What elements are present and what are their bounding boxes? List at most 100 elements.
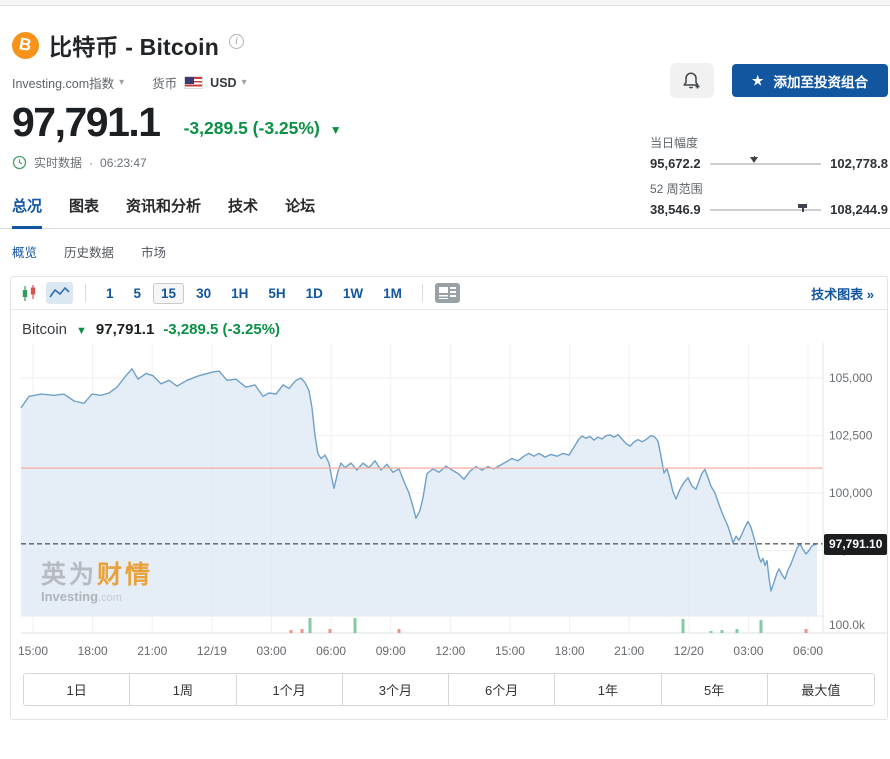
sub-tabs: 概览 历史数据 市场	[0, 229, 890, 261]
realtime-label: 实时数据	[34, 156, 83, 170]
svg-text:12:00: 12:00	[435, 644, 465, 658]
week52-range-track	[709, 203, 822, 212]
range-button-max[interactable]: 最大值	[767, 674, 874, 705]
tab-overview[interactable]: 总况	[12, 195, 43, 229]
svg-text:100.0k: 100.0k	[829, 618, 866, 632]
toolbar-divider	[85, 284, 86, 302]
svg-text:15:00: 15:00	[18, 644, 48, 658]
day-range-marker	[750, 155, 759, 167]
last-price: 97,791.1	[12, 99, 161, 145]
svg-text:21:00: 21:00	[614, 644, 644, 658]
day-range-label: 当日幅度	[650, 136, 699, 150]
timeframe-30[interactable]: 30	[196, 285, 212, 301]
bitcoin-icon	[12, 31, 39, 59]
ranges-panel: 当日幅度 95,672.2 102,778.8 52 周范围 38,546.9 …	[650, 134, 888, 226]
range-button-1y[interactable]: 1年	[555, 674, 662, 705]
svg-text:06:00: 06:00	[793, 644, 823, 658]
chart-canvas: 105,000102,500100,00097,500100.0k15:0018…	[18, 343, 887, 658]
candlestick-chart-button[interactable]	[20, 284, 39, 303]
price-series	[20, 368, 818, 616]
instrument-header: 比特币 - Bitcoin 添加至投资组合 Investing.com指数 货币…	[0, 30, 890, 217]
subtab-historical-data[interactable]: 历史数据	[64, 246, 115, 260]
technical-chart-link[interactable]: 技术图表 »	[811, 286, 874, 302]
currency-dropdown[interactable]: USD	[210, 76, 246, 90]
volume-bars	[289, 618, 808, 633]
range-button-3m[interactable]: 3个月	[342, 674, 449, 705]
tab-chart[interactable]: 图表	[69, 198, 100, 215]
currency-value: USD	[210, 75, 237, 90]
add-to-portfolio-label: 添加至投资组合	[773, 74, 869, 90]
index-source-dropdown[interactable]: Investing.com指数	[12, 73, 124, 92]
legend-instrument-name: Bitcoin	[22, 321, 68, 338]
day-range-track	[709, 155, 822, 165]
timeframe-1h[interactable]: 1H	[231, 285, 249, 301]
time-range-selector: 1日 1周 1个月 3个月 6个月 1年 5年 最大值	[23, 673, 875, 706]
price-change: -3,289.5 (-3.25%)	[184, 118, 342, 143]
add-to-portfolio-button[interactable]: 添加至投资组合	[731, 64, 888, 97]
svg-text:21:00: 21:00	[137, 644, 167, 658]
day-range-low: 95,672.2	[650, 156, 701, 171]
week52-range-low: 38,546.9	[650, 202, 701, 217]
arrow-down-icon	[76, 321, 87, 338]
news-panel-button[interactable]	[434, 283, 460, 303]
svg-text:105,000: 105,000	[829, 371, 873, 385]
tab-news-analysis[interactable]: 资讯和分析	[126, 198, 202, 215]
svg-text:102,500: 102,500	[829, 429, 873, 443]
svg-text:18:00: 18:00	[78, 644, 108, 658]
svg-text:06:00: 06:00	[316, 644, 346, 658]
x-axis-labels: 15:00 18:00 21:00 12/19 03:00 06:00 09:00 12:00…	[18, 644, 823, 658]
candlestick-icon	[22, 284, 36, 301]
timeframe-1w[interactable]: 1W	[342, 285, 364, 301]
legend-change: -3,289.5 (-3.25%)	[163, 321, 281, 338]
legend-price: 97,791.1	[95, 321, 155, 338]
last-price-tag: 97,791.10	[824, 533, 888, 555]
day-range-high: 102,778.8	[830, 156, 888, 171]
timeframe-1d[interactable]: 1D	[305, 285, 323, 301]
arrow-down-icon	[330, 118, 342, 139]
svg-text:03:00: 03:00	[733, 644, 763, 658]
time-separator: ·	[89, 155, 94, 170]
subtab-markets[interactable]: 市场	[141, 246, 167, 260]
index-source-label: Investing.com指数	[12, 77, 115, 91]
subtab-profile[interactable]: 概览	[12, 246, 38, 260]
svg-text:12/20: 12/20	[674, 644, 704, 658]
range-button-1d[interactable]: 1日	[24, 674, 131, 705]
us-flag-icon	[184, 76, 204, 89]
star-icon	[752, 73, 764, 89]
price-chart[interactable]: 105,000102,500100,00097,500100.0k15:0018…	[11, 343, 888, 661]
quote-time: 06:23:47	[100, 155, 147, 170]
chart-legend: Bitcoin 97,791.1 -3,289.5 (-3.25%)	[11, 310, 887, 341]
toolbar-divider	[421, 284, 423, 302]
tab-technical[interactable]: 技术	[228, 198, 259, 215]
svg-text:09:00: 09:00	[376, 644, 406, 658]
svg-text:03:00: 03:00	[256, 644, 286, 658]
svg-text:100,000: 100,000	[829, 486, 873, 500]
range-button-5y[interactable]: 5年	[661, 674, 768, 705]
range-button-1w[interactable]: 1周	[130, 674, 237, 705]
timeframe-1[interactable]: 1	[106, 285, 114, 301]
area-chart-button[interactable]	[46, 282, 73, 304]
svg-text:15:00: 15:00	[495, 644, 525, 658]
timeframe-5[interactable]: 5	[133, 285, 142, 301]
range-button-6m[interactable]: 6个月	[449, 674, 556, 705]
info-icon[interactable]	[228, 33, 244, 49]
clock-icon	[12, 155, 27, 170]
main-tabs: 总况 图表 资讯和分析 技术 论坛	[0, 195, 890, 229]
tab-forum[interactable]: 论坛	[285, 198, 316, 215]
page-title: 比特币 - Bitcoin	[49, 34, 219, 60]
timeframe-15[interactable]: 15	[153, 282, 185, 304]
page-top-strip	[0, 0, 890, 6]
svg-text:12/19: 12/19	[197, 644, 227, 658]
chart-toolbar: 1 5 15 30 1H 5H 1D 1W 1M 技术图表 »	[11, 277, 887, 310]
timeframe-5h[interactable]: 5H	[268, 285, 286, 301]
timeframe-group: 1 5 15 30 1H 5H 1D 1W 1M	[98, 282, 410, 304]
range-button-1m[interactable]: 1个月	[236, 674, 343, 705]
currency-label: 货币	[152, 77, 178, 91]
bell-plus-icon	[683, 72, 700, 89]
create-alert-button[interactable]	[669, 63, 714, 98]
timeframe-1m[interactable]: 1M	[383, 285, 402, 301]
week52-range-marker	[798, 203, 808, 212]
week52-range-high: 108,244.9	[830, 202, 888, 217]
